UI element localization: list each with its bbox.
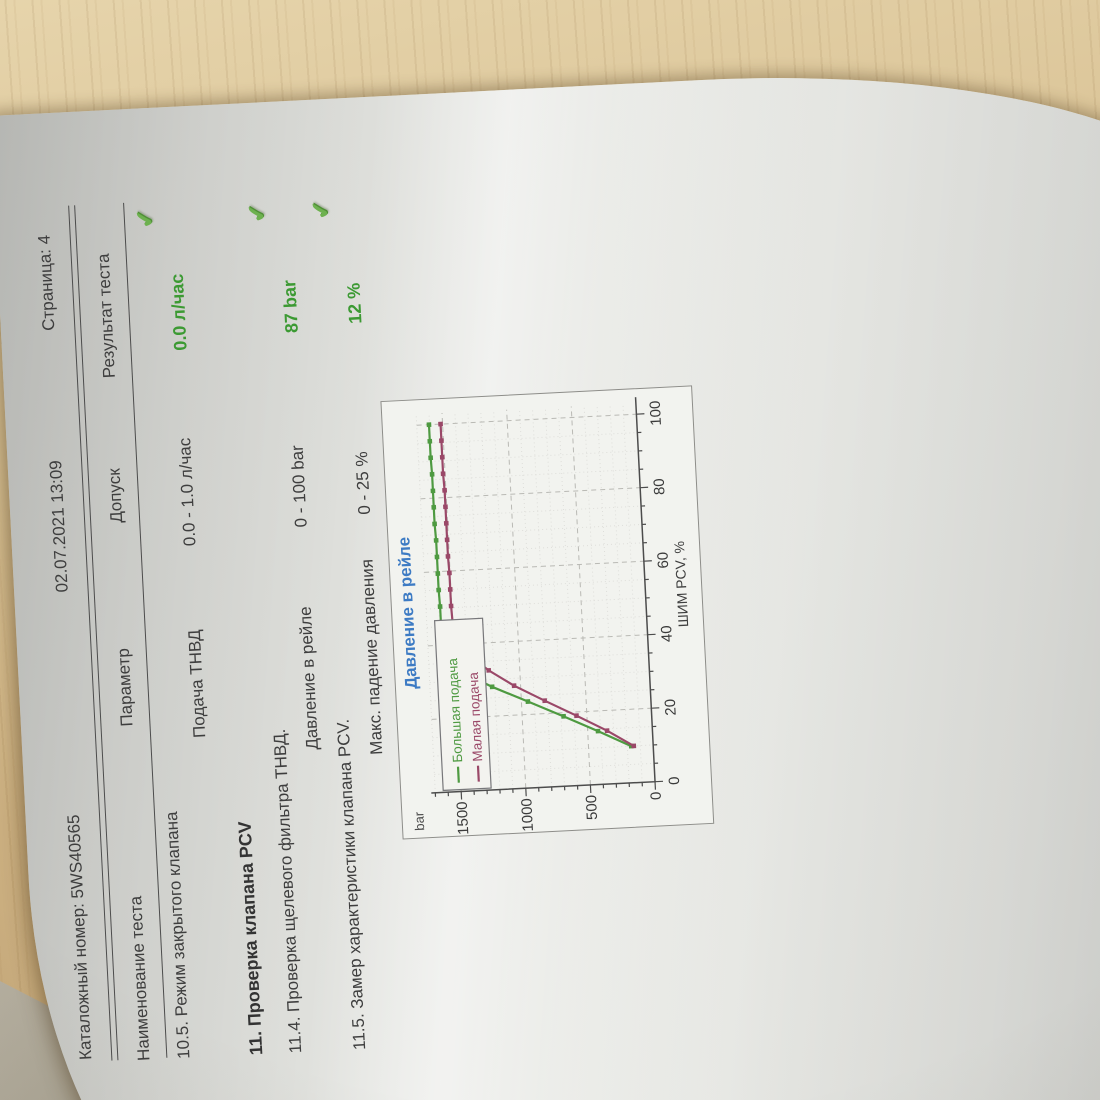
test-name: 10.5. Режим закрытого клапана — [161, 811, 194, 1060]
pass-check-icon: ✔ — [242, 201, 273, 226]
svg-text:1000: 1000 — [518, 798, 537, 832]
test-name: 11.4. Проверка щелевого фильтра ТНВД. — [269, 728, 306, 1054]
catalog-number: Каталожный номер: 5WS40565 — [63, 814, 96, 1061]
svg-text:20: 20 — [662, 698, 680, 716]
svg-text:Давление в рейле: Давление в рейле — [394, 537, 421, 690]
test-tolerance: 0 - 25 % — [351, 451, 375, 516]
column-header-name: Наименование теста — [126, 895, 154, 1062]
document-content: Каталожный номер: 5WS40565 02.07.2021 13… — [1, 83, 1091, 1100]
svg-text:500: 500 — [583, 795, 601, 821]
svg-text:ШИМ PCV, %: ШИМ PCV, % — [671, 541, 691, 628]
svg-text:bar: bar — [411, 811, 427, 831]
test-parameter: Подача ТНВД — [184, 629, 210, 739]
page-number: Страница: 4 — [34, 234, 59, 332]
test-parameter: Давление в рейле — [295, 605, 322, 751]
svg-text:0: 0 — [666, 776, 683, 785]
test-result: 12 % — [343, 282, 366, 325]
test-result: 0.0 л/час — [166, 273, 191, 352]
section-title: 11. Проверка клапана PCV — [234, 820, 267, 1056]
test-tolerance: 0 - 100 bar — [287, 444, 311, 528]
svg-text:100: 100 — [647, 400, 665, 426]
report-datetime: 02.07.2021 13:09 — [46, 459, 72, 593]
svg-text:0: 0 — [648, 791, 665, 800]
svg-text:Малая подача: Малая подача — [466, 671, 486, 762]
rail-pressure-chart: 0 20 40 60 80 100 0 500 1000 1500 Большая подача Ма… — [380, 385, 715, 840]
test-tolerance: 0.0 - 1.0 л/час — [175, 437, 200, 547]
svg-text:80: 80 — [651, 478, 669, 496]
column-header-tolerance: Допуск — [104, 467, 127, 524]
paper-sheet: Каталожный номер: 5WS40565 02.07.2021 13… — [0, 53, 1100, 1100]
svg-text:1500: 1500 — [454, 801, 473, 835]
svg-text:40: 40 — [658, 625, 676, 643]
column-header-result: Результат теста — [93, 253, 119, 379]
test-parameter: Макс. падение давления — [357, 558, 387, 756]
test-result: 87 bar — [279, 279, 302, 334]
pass-check-icon: ✔ — [130, 206, 161, 231]
svg-text:60: 60 — [654, 551, 672, 569]
column-header-parameter: Параметр — [113, 647, 137, 728]
svg-text:Большая подача: Большая подача — [445, 657, 465, 763]
pass-check-icon: ✔ — [306, 197, 337, 222]
